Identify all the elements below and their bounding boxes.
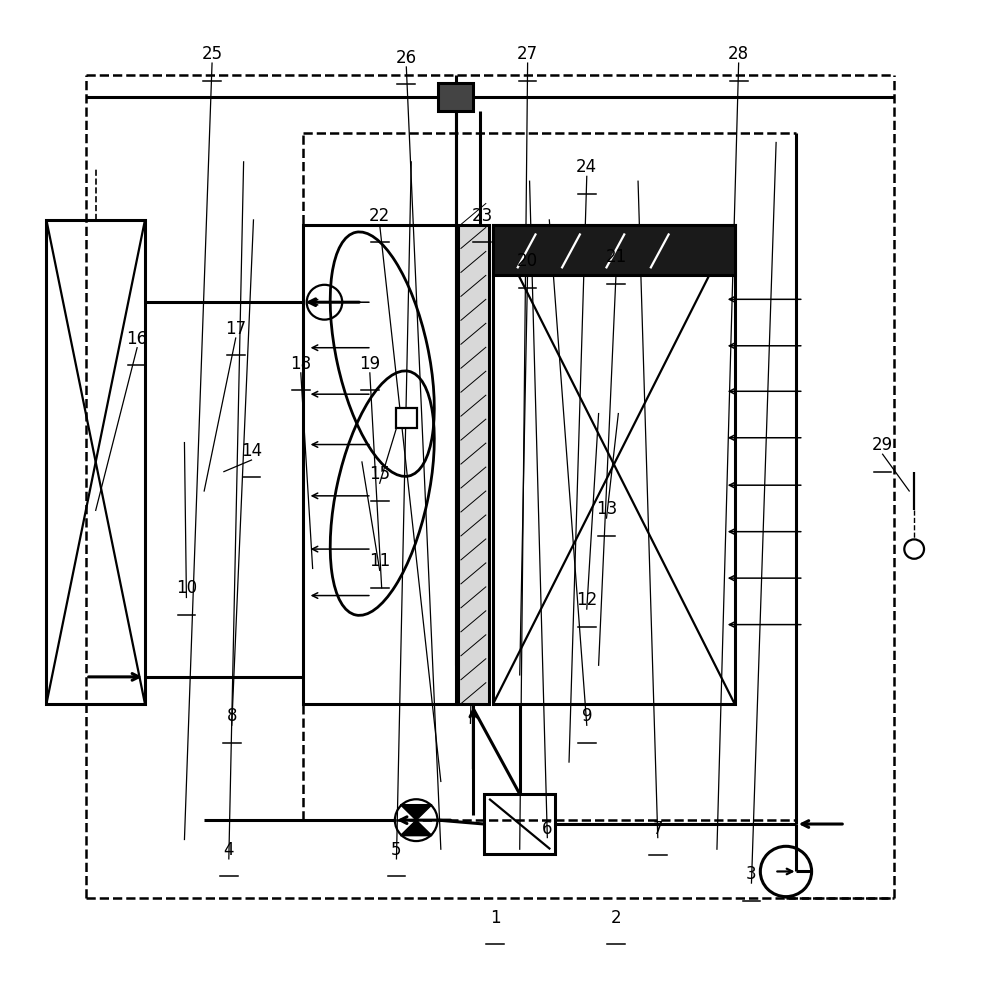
Bar bbox=[493, 225, 735, 704]
Text: 21: 21 bbox=[606, 248, 627, 266]
Text: 29: 29 bbox=[872, 436, 893, 455]
Text: 11: 11 bbox=[369, 553, 390, 571]
Text: 3: 3 bbox=[746, 865, 757, 883]
Text: 25: 25 bbox=[201, 45, 223, 63]
Text: 8: 8 bbox=[227, 707, 237, 726]
Polygon shape bbox=[400, 820, 432, 836]
Text: 19: 19 bbox=[359, 355, 380, 373]
Text: 4: 4 bbox=[224, 841, 234, 859]
Bar bbox=[46, 220, 145, 704]
Bar bbox=[396, 408, 417, 428]
Text: 18: 18 bbox=[290, 355, 311, 373]
Text: 23: 23 bbox=[472, 207, 493, 225]
Text: 5: 5 bbox=[391, 841, 402, 859]
Text: 20: 20 bbox=[517, 252, 538, 270]
Text: 28: 28 bbox=[728, 45, 749, 63]
Text: 13: 13 bbox=[596, 500, 617, 518]
Bar bbox=[484, 794, 555, 854]
Text: 1: 1 bbox=[490, 908, 500, 927]
Text: 15: 15 bbox=[369, 465, 390, 483]
Text: 27: 27 bbox=[517, 45, 538, 63]
Bar bbox=[458, 225, 489, 704]
Bar bbox=[493, 225, 735, 275]
Text: 12: 12 bbox=[576, 591, 597, 609]
Text: 10: 10 bbox=[176, 579, 197, 597]
Text: 7: 7 bbox=[653, 820, 663, 838]
Text: 2: 2 bbox=[611, 908, 622, 927]
Text: 26: 26 bbox=[396, 49, 417, 67]
Bar bbox=[303, 225, 456, 704]
Polygon shape bbox=[400, 804, 432, 820]
Text: 14: 14 bbox=[241, 442, 262, 460]
Text: 9: 9 bbox=[582, 707, 592, 726]
Text: 24: 24 bbox=[576, 158, 597, 177]
Text: 22: 22 bbox=[369, 207, 390, 225]
Text: 6: 6 bbox=[542, 820, 553, 838]
Text: 16: 16 bbox=[127, 330, 148, 348]
Text: 17: 17 bbox=[225, 320, 246, 338]
Bar bbox=[438, 83, 473, 111]
